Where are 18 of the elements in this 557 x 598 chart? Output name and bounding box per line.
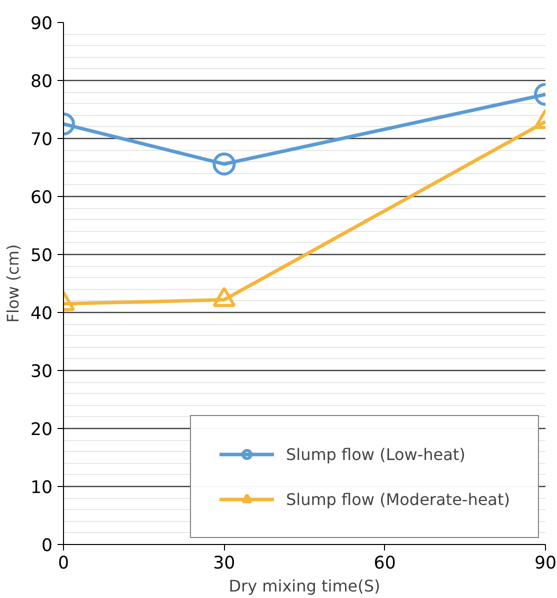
y-tick-label: 70: [30, 130, 53, 150]
y-axis-title: Flow (cm): [3, 244, 22, 323]
x-tick-label: 30: [213, 554, 236, 574]
legend-label: Slump flow (Moderate-heat): [286, 490, 510, 508]
y-tick-label: 60: [30, 188, 53, 208]
x-axis-title: Dry mixing time(S): [228, 576, 380, 596]
y-tick-label: 20: [30, 420, 53, 440]
y-tick-label: 90: [30, 14, 53, 34]
legend-label: Slump flow (Low-heat): [286, 444, 466, 464]
x-tick-label: 0: [58, 554, 70, 574]
y-tick-label: 40: [30, 304, 53, 324]
y-tick-label: 80: [30, 72, 53, 92]
x-tick-label: 60: [374, 554, 396, 574]
y-tick-label: 50: [30, 246, 53, 266]
y-tick-label: 30: [30, 362, 53, 382]
y-tick-label: 10: [30, 478, 53, 498]
y-tick-label: 0: [41, 536, 53, 556]
x-tick-label: 90: [534, 554, 557, 574]
